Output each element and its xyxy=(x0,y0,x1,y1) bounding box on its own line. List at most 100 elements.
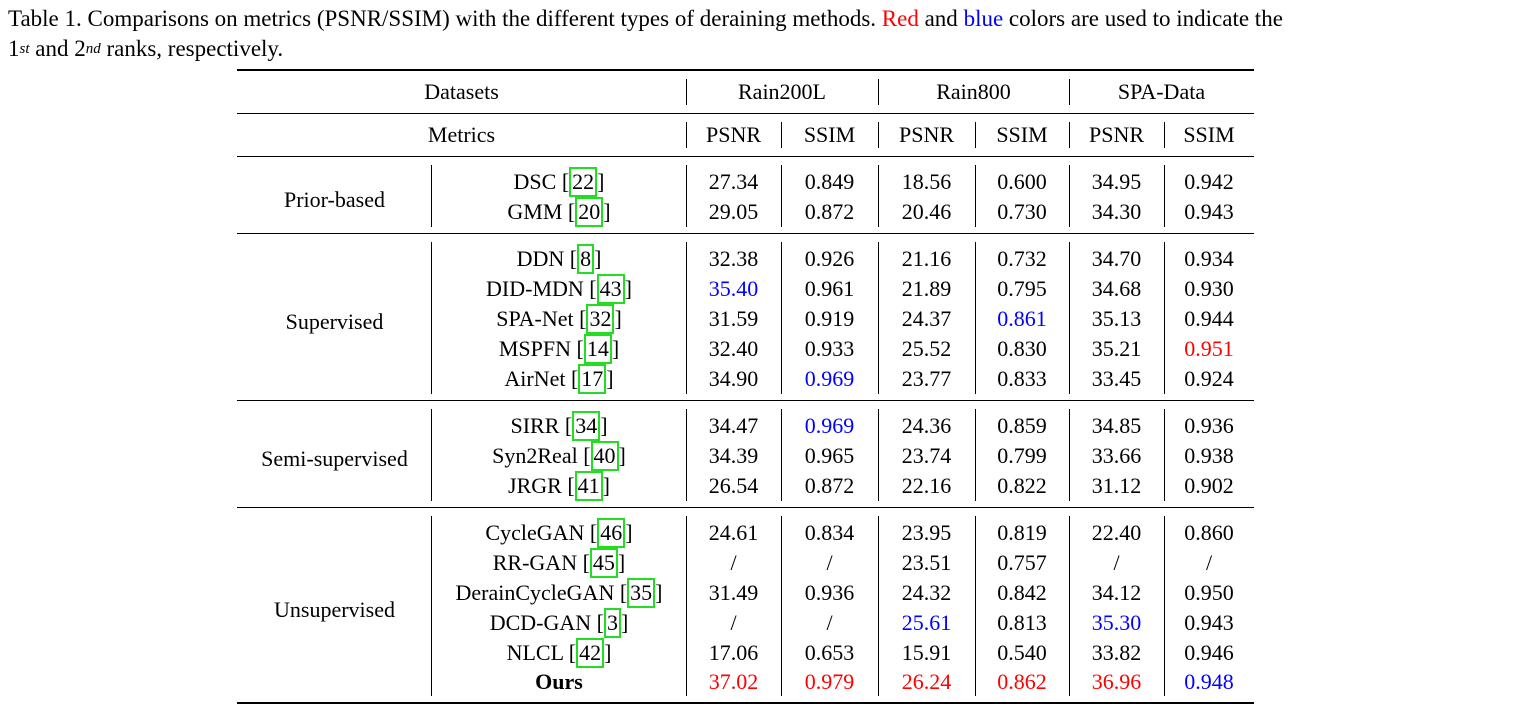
metric-value: 31.59 xyxy=(686,304,781,334)
metric-value: 35.40 xyxy=(686,274,781,304)
metric-value: 27.34 xyxy=(686,157,781,198)
table-row: DCD-GAN [3] //25.61 0.813 35.30 0.943 xyxy=(237,608,1254,638)
metric-value: 0.834 xyxy=(781,508,878,549)
metric-value: 35.30 xyxy=(1069,608,1164,638)
method-cell: Syn2Real [40] xyxy=(432,441,686,471)
metric-value: 0.795 xyxy=(975,274,1069,304)
metric-value: 0.732 xyxy=(975,234,1069,275)
table-row: Supervised DDN [8] 32.38 0.926 21.16 0.732 34.… xyxy=(237,234,1254,394)
method-name: Syn2Real xyxy=(492,443,578,468)
metric-value: 0.930 xyxy=(1164,274,1254,304)
caption-suffix: ranks, respectively. xyxy=(100,36,284,61)
method-name: CycleGAN xyxy=(485,520,585,545)
metric-value: 0.653 xyxy=(781,638,878,668)
metric-value: 0.979 xyxy=(781,668,878,703)
group-1: Supervised DDN [8] 32.38 0.926 21.16 0.732 34.… xyxy=(237,234,1254,401)
metric-value: 24.36 xyxy=(878,401,975,442)
metric-value: 37.02 xyxy=(686,668,781,703)
metric-value: 0.849 xyxy=(781,157,878,198)
method-name: DCD-GAN xyxy=(489,610,592,635)
method-name: DSC xyxy=(513,169,557,194)
metric-value: 0.969 xyxy=(781,401,878,442)
method-name: DerainCycleGAN xyxy=(455,580,615,605)
caption-rank2-sup: nd xyxy=(85,41,101,57)
method-name: RR-GAN xyxy=(492,550,578,575)
citation-link[interactable]: 43 xyxy=(596,274,625,304)
method-name: Ours xyxy=(535,669,583,694)
metric-value: 0.969 xyxy=(781,364,878,401)
metric-value: 0.830 xyxy=(975,334,1069,364)
metric-value: 34.30 xyxy=(1069,197,1164,234)
citation-link[interactable]: 8 xyxy=(577,244,595,274)
metric-value: 33.45 xyxy=(1069,364,1164,401)
metric-value: 0.861 xyxy=(975,304,1069,334)
metrics-label: Metrics xyxy=(237,113,686,157)
citation-link[interactable]: 41 xyxy=(574,471,603,501)
caption-mid: colors are used to indicate the xyxy=(1003,6,1283,31)
metric-value: 22.16 xyxy=(878,471,975,508)
method-cell: Ours xyxy=(432,668,686,703)
caption-rank1: 1 xyxy=(8,36,20,61)
metric-header: PSNR xyxy=(878,113,975,157)
header-datasets-row: Datasets Rain200L Rain800 SPA-Data xyxy=(237,69,1254,114)
metric-value: 0.926 xyxy=(781,234,878,275)
category-label: Unsupervised xyxy=(237,508,432,704)
metric-value: 0.933 xyxy=(781,334,878,364)
metric-value: 0.799 xyxy=(975,441,1069,471)
citation-link[interactable]: 45 xyxy=(589,548,618,578)
caption-rank1-sup: st xyxy=(19,41,30,57)
metric-value: 23.77 xyxy=(878,364,975,401)
metric-value: 15.91 xyxy=(878,638,975,668)
category-label: Prior-based xyxy=(237,157,432,234)
table-row: SPA-Net [32] 31.59 0.919 24.37 0.861 35.13 0.9… xyxy=(237,304,1254,334)
citation-link[interactable]: 3 xyxy=(603,608,621,638)
method-name: NLCL xyxy=(506,640,564,665)
citation-link[interactable]: 34 xyxy=(572,411,601,441)
metric-value: 34.95 xyxy=(1069,157,1164,198)
metric-value: 0.950 xyxy=(1164,578,1254,608)
metric-value: 0.872 xyxy=(781,471,878,508)
citation-link[interactable]: 20 xyxy=(575,197,604,227)
metric-value: 0.936 xyxy=(781,578,878,608)
method-cell: GMM [20] xyxy=(432,197,686,234)
method-cell: CycleGAN [46] xyxy=(432,508,686,548)
metric-value: 18.56 xyxy=(878,157,975,198)
method-name: SPA-Net xyxy=(496,306,574,331)
citation-link[interactable]: 35 xyxy=(627,578,656,608)
citation-link[interactable]: 40 xyxy=(590,441,619,471)
metric-value: 21.89 xyxy=(878,274,975,304)
metric-header: PSNR xyxy=(1069,113,1164,157)
metric-value: 24.61 xyxy=(686,508,781,549)
metric-value: / xyxy=(686,608,781,638)
citation-link[interactable]: 17 xyxy=(578,364,607,394)
header-metrics-row: Metrics PSNR SSIM PSNR SSIM PSNR SSIM xyxy=(237,113,1254,157)
metric-value: 29.05 xyxy=(686,197,781,234)
citation-link[interactable]: 46 xyxy=(597,518,626,548)
category-label: Semi-supervised xyxy=(237,401,432,508)
citation-link[interactable]: 32 xyxy=(586,304,615,334)
metric-value: 0.938 xyxy=(1164,441,1254,471)
metric-value: 0.872 xyxy=(781,197,878,234)
metric-value: 34.12 xyxy=(1069,578,1164,608)
metric-value: 31.12 xyxy=(1069,471,1164,508)
method-name: DID-MDN xyxy=(486,276,584,301)
metric-value: 22.40 xyxy=(1069,508,1164,549)
table-row: Semi-supervised SIRR [34] 34.47 0.969 24.36 0… xyxy=(237,401,1254,501)
metric-value: 0.902 xyxy=(1164,471,1254,508)
method-cell: MSPFN [14] xyxy=(432,334,686,364)
table-row: NLCL [42] 17.06 0.653 15.91 0.540 33.82 0.946 xyxy=(237,638,1254,668)
metric-value: 26.24 xyxy=(878,668,975,703)
method-name: AirNet xyxy=(504,366,566,391)
citation-link[interactable]: 42 xyxy=(576,638,605,668)
citation-link[interactable]: 14 xyxy=(583,334,612,364)
metric-header: SSIM xyxy=(1164,113,1254,157)
table-row: Prior-based DSC [22] 27.34 0.849 18.56 0.600 3… xyxy=(237,157,1254,227)
metric-value: 24.37 xyxy=(878,304,975,334)
metric-value: 35.13 xyxy=(1069,304,1164,334)
group-2: Semi-supervised SIRR [34] 34.47 0.969 24.36 0… xyxy=(237,401,1254,508)
group-3: Unsupervised CycleGAN [46] 24.61 0.834 23.95… xyxy=(237,508,1254,704)
metric-value: 33.82 xyxy=(1069,638,1164,668)
citation-link[interactable]: 22 xyxy=(569,167,598,197)
caption-prefix: Table 1. Comparisons on metrics (PSNR/SS… xyxy=(8,6,882,31)
metric-value: 23.74 xyxy=(878,441,975,471)
